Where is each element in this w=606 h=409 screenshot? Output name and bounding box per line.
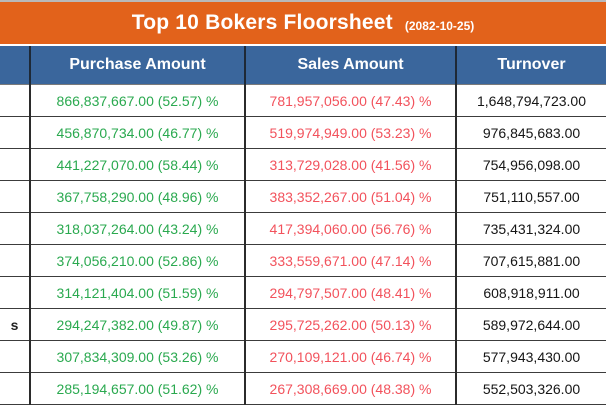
turnover-cell: 552,503,326.00 [455,372,606,405]
purchase-amount-cell: 456,870,734.00 (46.77) % [29,116,245,149]
turnover-cell: 976,845,683.00 [455,116,606,149]
sales-amount-cell: 383,352,267.00 (51.04) % [244,180,456,213]
table-row: s 294,247,382.00 (49.87) % 295,725,262.0… [0,308,606,341]
column-header-broker [0,46,30,85]
sales-amount-cell: 295,725,262.00 (50.13) % [244,308,456,341]
purchase-amount-cell: 294,247,382.00 (49.87) % [29,308,245,341]
table-row: 367,758,290.00 (48.96) % 383,352,267.00 … [0,180,606,213]
column-header-turnover: Turnover [455,46,606,85]
turnover-cell: 608,918,911.00 [455,276,606,309]
sales-amount-cell: 313,729,028.00 (41.56) % [244,148,456,181]
broker-cell [0,84,30,117]
purchase-amount-cell: 374,056,210.00 (52.86) % [29,244,245,277]
purchase-amount-cell: 285,194,657.00 (51.62) % [29,372,245,405]
broker-cell [0,340,30,373]
title-date: (2082-10-25) [404,18,475,33]
turnover-cell: 1,648,794,723.00 [455,84,606,117]
page-title: Top 10 Bokers Floorsheet [131,11,393,34]
sales-amount-cell: 519,974,949.00 (53.23) % [244,116,456,149]
broker-cell [0,148,30,181]
broker-cell: s [0,308,30,341]
sales-amount-cell: 270,109,121.00 (46.74) % [244,340,456,373]
table-row: 318,037,264.00 (43.24) % 417,394,060.00 … [0,212,606,245]
table-row: 456,870,734.00 (46.77) % 519,974,949.00 … [0,116,606,149]
turnover-cell: 589,972,644.00 [455,308,606,341]
turnover-cell: 751,110,557.00 [455,180,606,213]
broker-cell [0,372,30,405]
table-row: 866,837,667.00 (52.57) % 781,957,056.00 … [0,84,606,117]
table-row: 285,194,657.00 (51.62) % 267,308,669.00 … [0,372,606,405]
broker-cell [0,212,30,245]
purchase-amount-cell: 318,037,264.00 (43.24) % [29,212,245,245]
purchase-amount-cell: 314,121,404.00 (51.59) % [29,276,245,309]
title-bar: Top 10 Bokers Floorsheet (2082-10-25) [0,2,606,44]
turnover-cell: 735,431,324.00 [455,212,606,245]
turnover-cell: 754,956,098.00 [455,148,606,181]
purchase-amount-cell: 441,227,070.00 (58.44) % [29,148,245,181]
table-row: 441,227,070.00 (58.44) % 313,729,028.00 … [0,148,606,181]
table-row: 314,121,404.00 (51.59) % 294,797,507.00 … [0,276,606,309]
turnover-cell: 577,943,430.00 [455,340,606,373]
purchase-amount-cell: 307,834,309.00 (53.26) % [29,340,245,373]
sales-amount-cell: 781,957,056.00 (47.43) % [244,84,456,117]
sales-amount-cell: 333,559,671.00 (47.14) % [244,244,456,277]
broker-cell [0,180,30,213]
table-row: 374,056,210.00 (52.86) % 333,559,671.00 … [0,244,606,277]
column-header-sales-amount: Sales Amount [244,46,456,85]
table-body: 866,837,667.00 (52.57) % 781,957,056.00 … [0,84,606,405]
floorsheet-table: Purchase Amount Sales Amount Turnover 86… [0,46,606,405]
purchase-amount-cell: 367,758,290.00 (48.96) % [29,180,245,213]
column-header-purchase-amount: Purchase Amount [29,46,245,85]
sales-amount-cell: 417,394,060.00 (56.76) % [244,212,456,245]
sales-amount-cell: 294,797,507.00 (48.41) % [244,276,456,309]
turnover-cell: 707,615,881.00 [455,244,606,277]
table-row: 307,834,309.00 (53.26) % 270,109,121.00 … [0,340,606,373]
broker-cell [0,244,30,277]
broker-cell [0,276,30,309]
header-row: Purchase Amount Sales Amount Turnover [0,46,606,85]
table-header: Purchase Amount Sales Amount Turnover [0,46,606,85]
broker-cell [0,116,30,149]
sales-amount-cell: 267,308,669.00 (48.38) % [244,372,456,405]
purchase-amount-cell: 866,837,667.00 (52.57) % [29,84,245,117]
